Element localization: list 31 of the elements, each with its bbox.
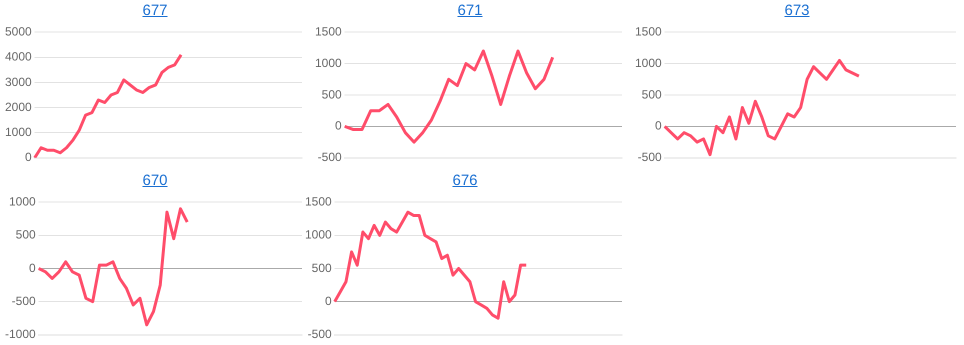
y-tick-label: 0 <box>335 118 342 133</box>
y-tick-label: 5000 <box>4 24 32 39</box>
y-tick-label: -500 <box>318 150 342 164</box>
y-tick-label: -500 <box>638 150 662 164</box>
y-tick-label: 2000 <box>4 100 32 114</box>
y-tick-label: -500 <box>308 327 332 342</box>
y-tick-label: 500 <box>312 260 332 275</box>
y-tick-label: 0 <box>25 150 32 164</box>
y-tick-label: -500 <box>12 294 36 308</box>
chart-title: 670 <box>141 171 169 191</box>
y-tick-label: 500 <box>322 87 342 102</box>
y-tick-label: 1500 <box>314 24 342 39</box>
y-tick-label: 4000 <box>4 50 32 64</box>
y-tick-label: 1500 <box>304 194 332 209</box>
y-tick-label: 1000 <box>314 56 342 70</box>
y-tick-label: 500 <box>16 228 36 242</box>
chart-title: 677 <box>141 1 169 21</box>
y-tick-label: 0 <box>655 118 662 133</box>
y-tick-label: -1000 <box>4 327 36 342</box>
y-tick-label: 500 <box>642 87 662 102</box>
y-tick-label: 1000 <box>304 228 332 242</box>
y-tick-label: 0 <box>29 260 36 275</box>
y-tick-label: 3000 <box>4 74 32 89</box>
y-tick-label: 1000 <box>4 124 32 139</box>
chart-title: 673 <box>783 1 811 21</box>
y-tick-label: 1000 <box>8 194 36 209</box>
chart-title: 671 <box>456 1 484 21</box>
y-tick-label: 0 <box>325 294 332 308</box>
y-tick-label: 1000 <box>634 56 662 70</box>
chart-title: 676 <box>451 171 479 191</box>
y-tick-label: 1500 <box>634 24 662 39</box>
